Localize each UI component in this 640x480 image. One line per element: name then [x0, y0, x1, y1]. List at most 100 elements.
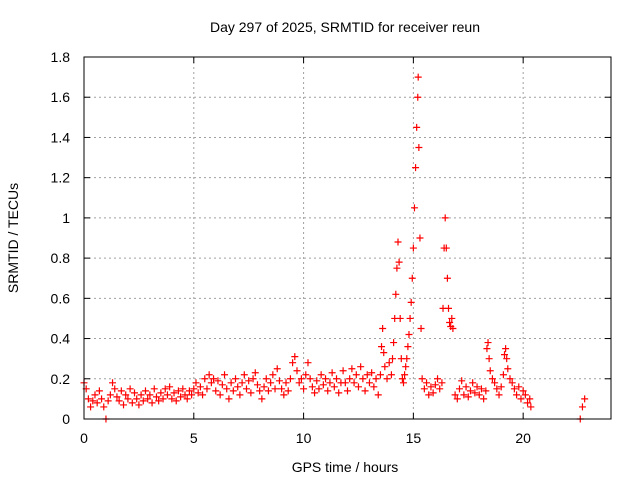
data-point [271, 385, 279, 393]
data-point [146, 391, 154, 399]
data-point [221, 371, 229, 379]
data-point [240, 371, 248, 379]
data-point [521, 391, 529, 399]
data-point [399, 379, 407, 387]
data-point [262, 375, 270, 383]
data-point [232, 375, 240, 383]
data-point [425, 391, 433, 399]
data-point [396, 314, 404, 322]
data-point [141, 387, 149, 395]
data-point [438, 379, 446, 387]
data-point [155, 397, 163, 405]
data-point [339, 367, 347, 375]
data-point [249, 375, 257, 383]
data-point [122, 391, 130, 399]
data-point [418, 375, 426, 383]
data-point [402, 363, 410, 371]
data-point [480, 395, 488, 403]
data-point [383, 375, 391, 383]
data-point [137, 391, 145, 399]
data-point [436, 385, 444, 393]
data-point [495, 391, 503, 399]
data-point [359, 375, 367, 383]
data-point [434, 375, 442, 383]
data-point [317, 371, 325, 379]
y-tick-label: 1.8 [51, 49, 71, 65]
data-point [414, 93, 422, 101]
y-tick-label: 1 [62, 210, 70, 226]
data-point [504, 365, 512, 373]
data-point [242, 385, 250, 393]
data-point [482, 387, 490, 395]
data-point [431, 381, 439, 389]
data-point [357, 363, 365, 371]
data-point [124, 395, 132, 403]
data-point [293, 367, 301, 375]
data-point [446, 318, 454, 326]
data-point [449, 325, 457, 332]
data-point [416, 234, 424, 242]
data-point [106, 391, 114, 399]
data-point [335, 389, 343, 397]
data-point [488, 375, 496, 383]
data-point [527, 403, 535, 411]
data-point [139, 397, 147, 405]
data-point [506, 375, 514, 383]
data-point [408, 274, 416, 282]
data-point [326, 379, 334, 387]
data-point [273, 365, 281, 373]
data-point [404, 343, 412, 351]
data-point [483, 345, 491, 353]
data-point [280, 391, 288, 399]
data-point [247, 389, 255, 397]
data-point [344, 387, 351, 395]
data-point [120, 401, 128, 409]
data-point [486, 367, 494, 375]
data-point [174, 387, 182, 395]
data-point [350, 379, 358, 387]
data-point [403, 355, 411, 363]
data-point [300, 385, 308, 393]
data-point [289, 359, 297, 367]
data-point [223, 385, 231, 393]
data-point [413, 123, 421, 131]
data-point [526, 395, 534, 403]
data-points [80, 73, 589, 423]
data-point [192, 379, 200, 387]
data-point [117, 387, 125, 395]
data-point [229, 387, 237, 395]
data-point [258, 395, 266, 403]
data-point [308, 383, 316, 391]
data-point [251, 369, 259, 377]
data-point [499, 371, 507, 379]
data-point [405, 331, 413, 339]
data-point [374, 391, 382, 399]
plot-area-border [83, 56, 612, 420]
data-point [170, 389, 178, 397]
data-point [278, 385, 286, 393]
y-tick-label: 0.6 [51, 290, 71, 306]
data-point [409, 244, 417, 252]
data-point [295, 379, 303, 387]
data-point [469, 379, 477, 387]
data-point [390, 339, 398, 347]
data-point [306, 375, 314, 383]
data-point [493, 385, 501, 393]
data-point [269, 371, 277, 379]
data-point [163, 391, 171, 399]
y-axis-label: SRMTID / TECUs [5, 183, 21, 293]
data-point [510, 385, 518, 393]
data-point [442, 244, 450, 252]
data-point [264, 387, 272, 395]
data-point [201, 375, 209, 383]
data-point [392, 290, 400, 298]
data-point [227, 379, 235, 387]
y-tick-label: 1.4 [51, 129, 71, 145]
data-point [194, 389, 202, 397]
data-point [502, 345, 510, 353]
data-point [471, 389, 479, 397]
data-point [395, 258, 403, 266]
data-point [415, 144, 423, 151]
